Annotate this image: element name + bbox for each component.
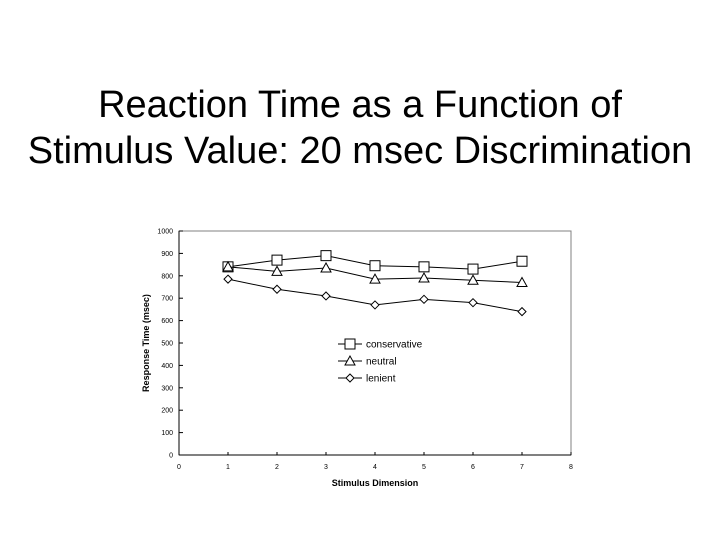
conservative-point xyxy=(369,260,381,272)
conservative-point xyxy=(320,250,332,262)
series-layer xyxy=(222,250,528,317)
x-tick-label: 0 xyxy=(177,464,181,471)
legend-marker-square xyxy=(344,338,356,350)
lenient-point xyxy=(272,284,282,294)
legend-entry-conservative: conservative xyxy=(338,338,423,351)
lenient-point xyxy=(370,300,380,310)
x-tick-label: 4 xyxy=(373,464,377,471)
series-lenient xyxy=(223,274,527,317)
lenient-point xyxy=(419,294,429,305)
legend-marker-triangle xyxy=(344,354,356,366)
title-line-1: Reaction Time as a Function of xyxy=(98,84,622,126)
y-tick-label: 600 xyxy=(161,318,173,325)
legend-marker-diamond xyxy=(345,373,355,383)
neutral-point xyxy=(418,272,430,283)
y-tick-label: 400 xyxy=(161,363,173,370)
y-ticks: 0 100 200 300 400 500 600 700 800 900 1000 xyxy=(157,229,183,460)
x-tick-label: 6 xyxy=(471,464,475,471)
neutral-point xyxy=(516,276,528,288)
neutral-point xyxy=(320,261,332,273)
neutral-point xyxy=(271,265,283,276)
x-axis-label: Stimulus Dimension xyxy=(332,478,419,488)
lenient-point xyxy=(223,274,233,284)
conservative-point xyxy=(516,255,528,267)
series-neutral xyxy=(222,260,528,288)
y-tick-label: 1000 xyxy=(157,229,173,236)
y-tick-label: 500 xyxy=(161,341,173,348)
x-tick-label: 1 xyxy=(226,464,230,471)
y-tick-label: 300 xyxy=(161,385,173,392)
y-tick-label: 200 xyxy=(161,408,173,415)
x-ticks: 0 1 2 3 4 5 6 7 8 xyxy=(177,452,573,471)
lenient-point xyxy=(468,297,478,308)
neutral-point xyxy=(369,273,381,284)
conservative-point xyxy=(271,254,283,266)
x-tick-label: 3 xyxy=(324,464,328,471)
x-tick-label: 2 xyxy=(275,464,279,471)
legend-label: conservative xyxy=(366,340,423,351)
legend-entry-lenient: lenient xyxy=(338,373,396,385)
y-tick-label: 800 xyxy=(161,273,173,280)
lenient-point xyxy=(321,291,331,301)
legend-entry-neutral: neutral xyxy=(338,354,397,368)
y-axis-label: Response Time (msec) xyxy=(141,294,151,392)
conservative-point xyxy=(418,261,430,273)
conservative-point xyxy=(467,263,479,275)
legend-label: lenient xyxy=(366,374,396,385)
title-line-2: Stimulus Value: 20 msec Discrimination xyxy=(27,130,693,172)
legend: conservative neutral lenient xyxy=(338,338,423,385)
lenient-point xyxy=(517,306,527,317)
legend-label: neutral xyxy=(366,357,397,368)
y-tick-label: 700 xyxy=(161,296,173,303)
y-tick-label: 900 xyxy=(161,251,173,258)
x-tick-label: 5 xyxy=(422,464,426,471)
y-tick-label: 100 xyxy=(161,430,173,437)
y-tick-label: 0 xyxy=(169,453,173,460)
neutral-point xyxy=(467,274,479,285)
slide-title: Reaction Time as a Function of Stimulus … xyxy=(0,82,720,174)
neutral-point xyxy=(222,260,234,272)
x-tick-label: 7 xyxy=(520,464,524,471)
x-tick-label: 8 xyxy=(569,464,573,471)
